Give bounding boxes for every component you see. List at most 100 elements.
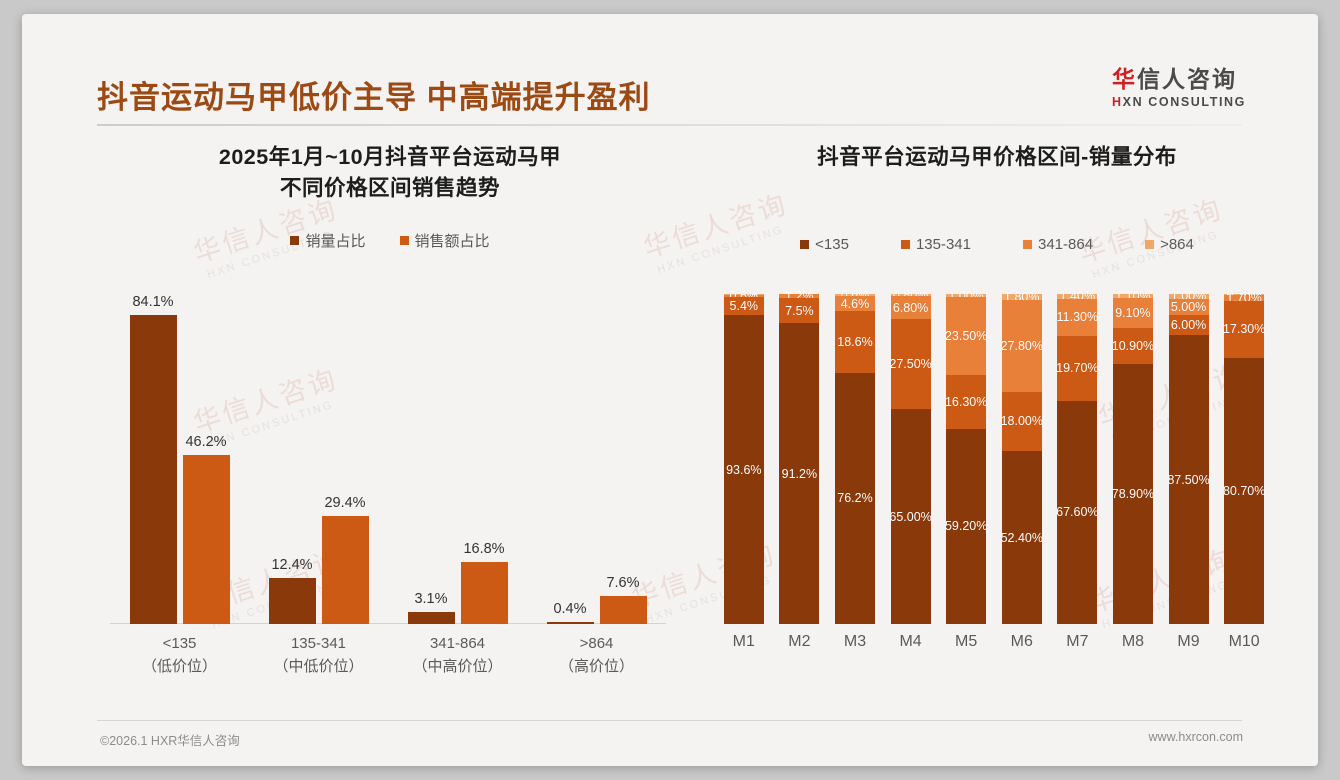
x-axis-category-label: M1: [732, 633, 755, 650]
bar-amount-share[interactable]: 7.6%: [599, 575, 647, 624]
stacked-bar-column[interactable]: 1.80% 27.80% 18.00% 52.40% M6: [994, 290, 1050, 650]
stacked-bar-column[interactable]: 0.6%4.6%18.6%76.2%M3: [827, 288, 883, 650]
grouped-bar-plot-area: 84.1% 46.2% <135 （低价位）: [110, 294, 666, 675]
logo-en-accent: H: [1112, 95, 1123, 110]
segment-value-label: 67.60%: [1056, 505, 1099, 520]
stacked-segment[interactable]: 23.50%: [945, 297, 987, 375]
x-axis-category-label: >864: [579, 635, 614, 652]
legend-label: <135: [815, 236, 849, 254]
segment-value-label: 18.6%: [837, 334, 873, 349]
stacked-segment[interactable]: 5.00%: [1168, 298, 1209, 316]
stacked-segment[interactable]: 16.30%: [944, 374, 988, 429]
stacked-segment[interactable]: 18.00%: [1001, 391, 1043, 452]
stacked-segment[interactable]: 67.60%: [1056, 400, 1099, 624]
segment-value-label: 27.80%: [1000, 338, 1043, 353]
stacked-segment[interactable]: 76.2%: [834, 372, 875, 624]
stacked-segment[interactable]: 87.50%: [1167, 335, 1210, 624]
segment-value-label: 52.40%: [1000, 530, 1043, 545]
legend-label: 销量占比: [305, 233, 366, 251]
stacked-bar-column[interactable]: 1.00% 23.50% 16.30% 59.20% M5: [938, 289, 994, 650]
bar-volume-share[interactable]: 12.4%: [268, 557, 316, 624]
segment-value-label: 9.10%: [1115, 305, 1151, 320]
segment-value-label: 17.30%: [1222, 322, 1266, 337]
bar-value-label: 7.6%: [606, 574, 640, 591]
stacked-segment[interactable]: 59.20%: [944, 428, 988, 624]
stacked-segment[interactable]: 6.00%: [1168, 315, 1209, 336]
bar-volume-share[interactable]: 0.4%: [546, 601, 594, 624]
logo-english: HXN CONSULTING: [1112, 95, 1246, 109]
stacked-segment[interactable]: 11.30%: [1057, 298, 1098, 336]
bar-volume-share[interactable]: 3.1%: [407, 591, 455, 624]
segment-value-label: 4.6%: [840, 296, 870, 311]
bar-fill: [268, 578, 316, 624]
legend-item-over-864[interactable]: >864: [1145, 236, 1194, 253]
x-axis-category: 135-341 （中低价位）: [249, 633, 388, 678]
segment-value-label: 65.00%: [889, 509, 932, 524]
bar-volume-share[interactable]: 84.1%: [129, 294, 177, 624]
segment-value-label: 78.90%: [1111, 486, 1155, 501]
legend-item-sales-volume-share[interactable]: 销量占比: [290, 230, 366, 251]
grouped-bar-chart: 84.1% 46.2% <135 （低价位）: [100, 286, 690, 675]
bar-fill: [460, 562, 508, 624]
legend-item-135-341[interactable]: 135-341: [900, 236, 971, 253]
stacked-bar-column[interactable]: 1.10% 9.10% 10.90% 78.90% M8: [1105, 289, 1161, 650]
segment-value-label: 59.20%: [944, 519, 988, 534]
segment-value-label: 93.6%: [726, 462, 762, 477]
stacked-segment[interactable]: 27.80%: [1000, 299, 1043, 392]
x-axis-category-sublabel: （低价位）: [141, 657, 217, 675]
stacked-bar-column[interactable]: 0.1%1.2%7.5%91.2%M2: [772, 287, 828, 650]
footer-divider: [97, 720, 1242, 721]
footer-website[interactable]: www.hxrcon.com: [1148, 730, 1243, 744]
stacked-segment[interactable]: 27.50%: [889, 318, 932, 410]
segment-value-label: 87.50%: [1167, 472, 1210, 487]
left-chart-title-line1: 2025年1月~10月抖音平台运动马甲: [218, 145, 562, 169]
stacked-bar: 0.6%4.6%18.6%76.2%: [834, 288, 875, 624]
x-axis-category-label: M7: [1066, 633, 1089, 650]
stacked-bar-plot-area: 0.4%0.6%5.4%93.6%M10.1%1.2%7.5%91.2%M20.…: [716, 287, 1272, 651]
stacked-bar-chart: 0.4%0.6%5.4%93.6%M10.1%1.2%7.5%91.2%M20.…: [702, 286, 1292, 662]
stacked-segment[interactable]: 52.40%: [1000, 451, 1043, 624]
bar-value-label: 0.4%: [553, 601, 587, 618]
stacked-bar-column[interactable]: 0.4%0.6%5.4%93.6%M1: [716, 288, 772, 650]
stacked-segment[interactable]: 5.4%: [723, 297, 764, 316]
bar-amount-share[interactable]: 16.8%: [460, 541, 508, 624]
stacked-segment[interactable]: 18.6%: [834, 311, 875, 373]
stacked-segment[interactable]: 4.6%: [834, 295, 875, 312]
stacked-segment[interactable]: 91.2%: [779, 323, 820, 624]
x-axis-category-label: M10: [1228, 633, 1260, 650]
page-title: 抖音运动马甲低价主导 中高端提升盈利: [97, 80, 651, 115]
stacked-bar-column[interactable]: 0.80% 6.80% 27.50% 65.00% M4: [883, 288, 939, 650]
legend-swatch-icon: [290, 236, 300, 246]
legend-label: 销售额占比: [414, 233, 490, 251]
stacked-bar-column[interactable]: 1.00% 5.00% 6.00% 87.50% M9: [1161, 289, 1217, 650]
stacked-segment[interactable]: 80.70%: [1223, 357, 1265, 624]
stacked-segment[interactable]: 19.70%: [1056, 335, 1099, 401]
segment-value-label: 16.30%: [944, 394, 988, 409]
x-axis-category-sublabel: （中低价位）: [273, 657, 364, 675]
x-axis-category-label: 135-341: [290, 635, 347, 652]
stacked-segment[interactable]: 78.90%: [1111, 363, 1155, 624]
legend-item-341-864[interactable]: 341-864: [1023, 236, 1093, 253]
x-axis-category-label: 341-864: [429, 635, 486, 652]
legend-item-under-135[interactable]: <135: [800, 236, 849, 253]
stacked-bar: 0.4%0.6%5.4%93.6%: [723, 288, 764, 624]
stacked-segment[interactable]: 10.90%: [1112, 327, 1154, 364]
stacked-segment[interactable]: 7.5%: [779, 298, 820, 324]
bar-fill: [599, 595, 647, 624]
stacked-segment[interactable]: 6.80%: [890, 296, 931, 319]
bar-amount-share[interactable]: 29.4%: [321, 495, 369, 624]
legend-item-sales-amount-share[interactable]: 销售额占比: [399, 230, 490, 251]
stacked-segment[interactable]: 93.6%: [723, 315, 764, 624]
stacked-bar: 0.1%1.2%7.5%91.2%: [779, 287, 820, 624]
stacked-segment[interactable]: 17.30%: [1222, 300, 1266, 358]
stacked-bar-column[interactable]: 1.40% 11.30% 19.70% 67.60% M7: [1050, 289, 1106, 650]
legend-label: 341-864: [1038, 236, 1094, 254]
stacked-bar-column[interactable]: 0.70%1.70%17.30%80.70%M10: [1216, 288, 1272, 651]
legend-swatch-icon: [800, 240, 810, 250]
stacked-segment[interactable]: 9.10%: [1112, 297, 1153, 328]
stacked-segment[interactable]: 65.00%: [889, 409, 932, 624]
bar-fill: [546, 622, 594, 624]
slide-header: 抖音运动马甲低价主导 中高端提升盈利 华信人咨询 HXN CONSULTING: [22, 14, 1318, 126]
bar-amount-share[interactable]: 46.2%: [182, 434, 230, 624]
slide: 华信人咨询 HXN CONSULTING 华信人咨询 HXN CONSULTIN…: [22, 14, 1318, 766]
